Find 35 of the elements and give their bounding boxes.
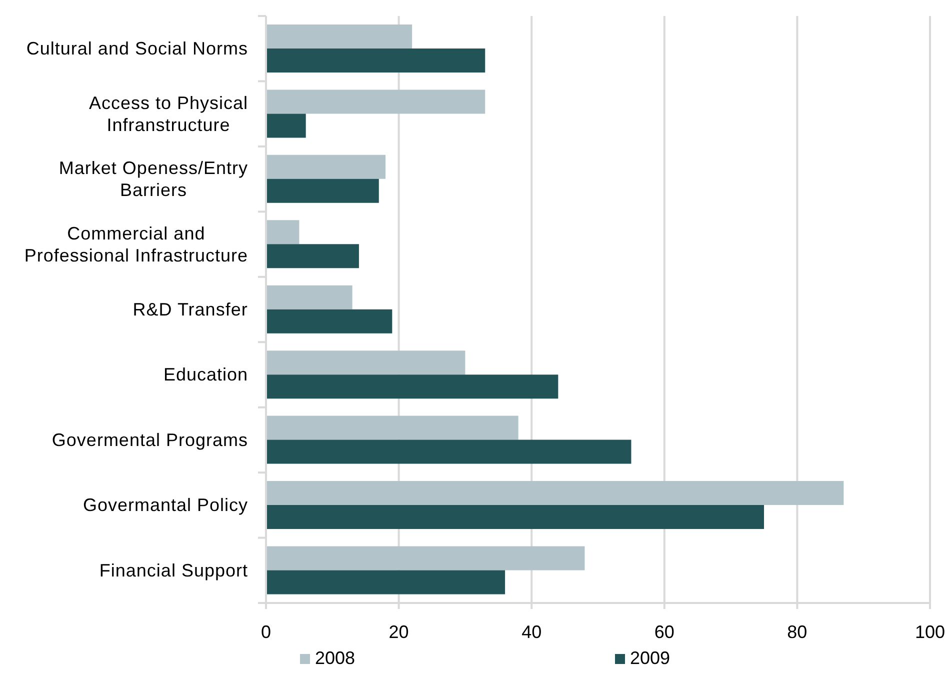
y-tick-label: Education [163, 364, 248, 385]
y-tick-label: Cultural and Social Norms [26, 38, 248, 59]
x-tick-label: 100 [914, 622, 945, 642]
bar [266, 546, 585, 570]
bar [266, 154, 386, 179]
x-tick-label: 80 [787, 622, 808, 642]
bar [266, 570, 506, 594]
bar [266, 481, 844, 506]
y-tick-label: Financial Support [99, 560, 248, 580]
bar [266, 505, 764, 530]
y-tick-label: Access to Physical Infranstructure [88, 92, 248, 135]
x-tick-label: 60 [654, 622, 674, 642]
y-tick-label: Commercial and Professional Infrastructure [24, 223, 248, 266]
y-tick-label: Govermental Programs [52, 430, 248, 450]
bar [266, 309, 392, 334]
legend-label: 2008 [315, 648, 356, 669]
bar [266, 114, 306, 138]
bar [266, 178, 379, 203]
y-tick-label: Market Openess/Entry Barriers [58, 158, 248, 200]
legend-label: 2009 [630, 648, 670, 669]
bar [266, 220, 300, 244]
bar [266, 24, 412, 48]
bar [266, 244, 359, 268]
x-tick-label: 0 [260, 622, 272, 642]
bar [266, 440, 632, 464]
bar [266, 416, 518, 440]
y-tick-label: Govermantal Policy [82, 495, 248, 516]
x-tick-label: 40 [522, 622, 542, 642]
bar [266, 48, 486, 72]
y-tick-label: R&D Transfer [132, 300, 248, 320]
bar [266, 285, 352, 310]
x-tick-label: 20 [388, 622, 409, 642]
bar [266, 374, 558, 399]
bar [266, 350, 466, 375]
bar [266, 90, 486, 114]
